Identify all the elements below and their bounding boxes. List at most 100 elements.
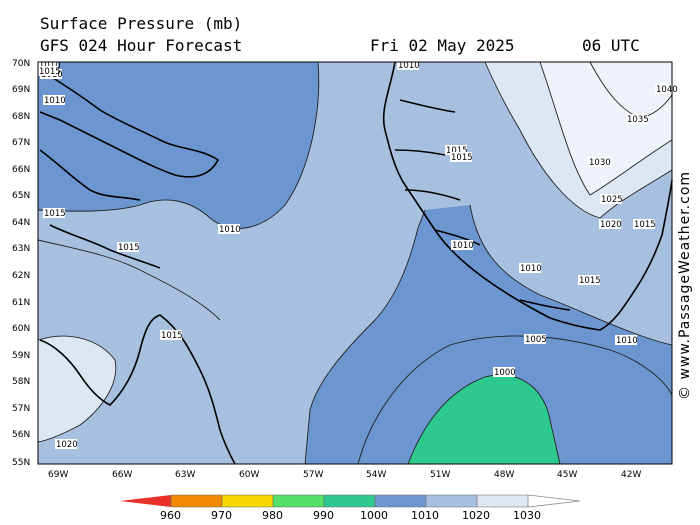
site-watermark: © www.PassageWeather.com [677,170,693,400]
svg-text:1015: 1015 [118,243,140,253]
contour-label: 1025 [600,194,623,205]
contour-label: 1020 [599,219,622,230]
svg-text:1020: 1020 [600,220,622,230]
legend-swatch [222,495,273,507]
isobar-1000 [407,374,561,465]
labrador-high-region [38,336,116,442]
low-core-region [408,374,560,464]
isobar-1005 [357,335,673,465]
lon-tick-label: 48W [494,470,514,480]
baffin-island-coast [39,69,220,178]
lat-tick-label: 63N [12,244,30,254]
svg-text:1030: 1030 [589,158,611,168]
svg-text:1010: 1010 [520,264,542,274]
legend-value: 960 [160,509,181,522]
svg-text:1020: 1020 [56,440,78,450]
isobar-1010-south [469,204,673,346]
lat-tick-label: 61N [12,298,30,308]
legend-value: 980 [262,509,283,522]
svg-text:1035: 1035 [627,115,649,125]
greenland-west-coast [382,61,673,331]
greenland-fjords [394,99,571,311]
contour-label: 1005 [524,334,547,345]
contour-label: 1010 [218,224,241,235]
legend-swatch [324,495,375,507]
lon-tick-label: 42W [621,470,641,480]
svg-text:1015: 1015 [44,209,66,219]
svg-text:1000: 1000 [494,368,516,378]
labrador-low-region [305,205,672,464]
svg-text:1010: 1010 [398,61,420,71]
legend-value: 1030 [513,509,541,522]
coastlines [39,61,673,465]
legend-swatch [273,495,324,507]
hudson-strait-coast [49,224,161,269]
lat-tick-label: 62N [12,271,30,281]
lat-tick-label: 67N [12,138,30,148]
contour-labels: 1010 1010 1010 1010 1015 1015 1015 1015 … [38,60,678,450]
contour-label: 1015 [43,208,66,219]
lon-tick-label: 45W [557,470,577,480]
legend-value: 990 [313,509,334,522]
isobar-1020-sw [37,335,117,443]
baffin-low-region [38,62,319,229]
isobar-1030 [539,61,673,196]
lon-tick-label: 51W [430,470,450,480]
latitude-axis: 70N 69N 68N 67N 66N 65N 64N 63N 62N 61N … [12,59,30,468]
lon-tick-label: 54W [366,470,386,480]
legend-swatch [171,495,222,507]
svg-text:1015: 1015 [446,146,468,156]
svg-text:1015: 1015 [161,331,183,341]
forecast-date: Fri 02 May 2025 [370,36,515,55]
legend-value: 1010 [411,509,439,522]
lat-tick-label: 58N [12,377,30,387]
contour-label: 1010 [519,263,542,274]
lat-tick-label: 66N [12,165,30,175]
contour-label: 1015 [450,152,473,163]
contour-label: 1015 [160,330,183,341]
lat-tick-label: 68N [12,112,30,122]
contour-label: 1035 [626,114,649,125]
svg-text:1015: 1015 [579,276,601,286]
contour-label: 1010 [43,95,66,106]
lat-tick-label: 59N [12,351,30,361]
forecast-time: 06 UTC [582,36,640,55]
legend-arrow-low [120,495,171,507]
map-title: Surface Pressure (mb) [40,14,243,33]
contour-label: 1015 [117,242,140,253]
svg-text:1010: 1010 [44,96,66,106]
svg-text:1010: 1010 [452,241,474,251]
pressure-legend: 960 970 980 990 1000 1010 1020 1030 [120,494,581,522]
legend-value: 1020 [462,509,490,522]
lon-tick-label: 57W [303,470,323,480]
svg-text:1010: 1010 [616,336,638,346]
contour-label: 1010 [451,240,474,251]
legend-arrow-high [527,494,581,508]
contour-label: 1040 [655,84,678,95]
lat-tick-label: 56N [12,430,30,440]
svg-text:1015: 1015 [634,220,656,230]
svg-text:1010: 1010 [219,225,241,235]
contour-label: 1015 [445,145,468,156]
legend-swatch [426,495,477,507]
isobar-1010-west [37,61,320,229]
lat-tick-label: 55N [12,458,30,468]
legend-value: 1000 [360,509,388,522]
isobar-1020-east [484,61,673,219]
isobar-lines [37,61,673,465]
lat-tick-label: 60N [12,324,30,334]
forecast-model: GFS 024 Hour Forecast [40,36,243,55]
contour-label: 1030 [588,157,611,168]
legend-swatch [477,495,528,507]
legend-swatch [375,495,426,507]
baffin-south-coast [39,149,141,201]
svg-text:1015: 1015 [451,153,473,163]
contour-label: 1015 [38,66,61,77]
contour-label: 1020 [55,439,78,450]
lon-tick-label: 63W [175,470,195,480]
map-frame [37,61,673,465]
svg-text:1025: 1025 [601,195,623,205]
svg-text:1040: 1040 [656,85,678,95]
lat-tick-label: 65N [12,191,30,201]
